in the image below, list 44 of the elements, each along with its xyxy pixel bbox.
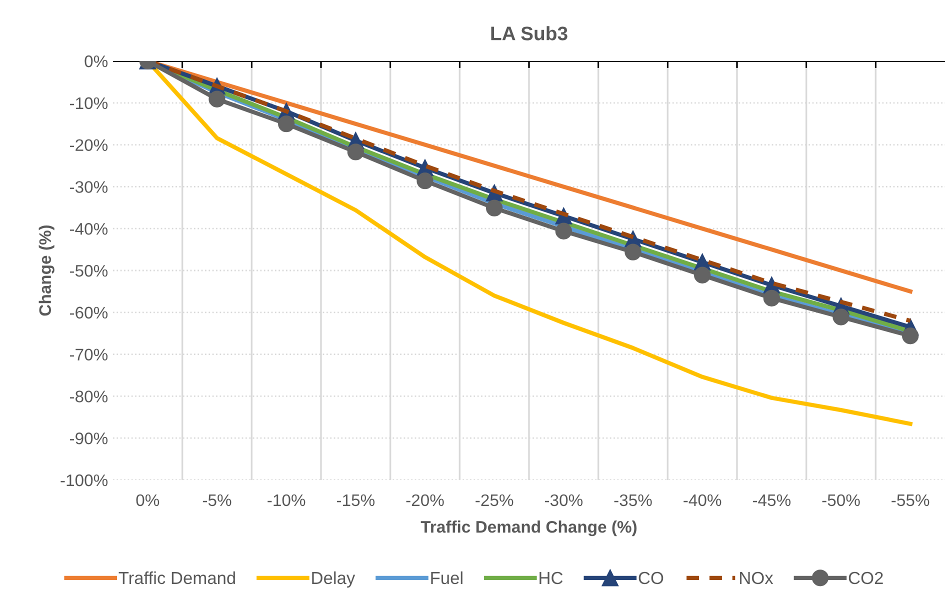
x-tick-label: -5% [202, 494, 232, 506]
legend-label: Fuel [431, 571, 462, 584]
point [486, 200, 503, 216]
x-tick-label: -40% [684, 494, 722, 506]
y-tick-label: -10% [70, 97, 108, 110]
point [763, 290, 780, 306]
y-tick-label: 0% [84, 55, 108, 68]
legend-label: NOx [740, 572, 774, 584]
legend-label: Traffic Demand [118, 571, 235, 584]
y-tick-label: -90% [70, 432, 108, 444]
x-tick-label: 0% [136, 494, 160, 506]
legend-label: Delay [312, 571, 356, 588]
legend-label: CO2 [848, 572, 883, 584]
point [694, 266, 711, 284]
point [278, 116, 295, 132]
y-axis-title: Change (%) [38, 225, 54, 316]
point [416, 172, 434, 190]
point [832, 308, 850, 326]
x-tick-label: -35% [614, 494, 652, 506]
y-tick-label: -100% [60, 474, 108, 486]
point [347, 144, 364, 160]
x-tick-label: -15% [336, 494, 375, 506]
x-tick-label: -10% [268, 494, 306, 506]
x-tick-label: -50% [822, 494, 860, 506]
y-tick-label: -60% [70, 306, 108, 319]
x-axis-title: Traffic Demand Change (%) [420, 520, 637, 536]
chart-title: LA Sub3 [491, 26, 568, 40]
x-tick-label: -20% [406, 494, 444, 506]
y-tick-label: -50% [70, 264, 108, 277]
legend-label: CO [638, 572, 664, 584]
point [555, 222, 572, 240]
y-tick-label: -20% [70, 139, 108, 152]
x-tick-label: -30% [544, 494, 583, 506]
x-tick-label: -45% [752, 494, 791, 506]
point [208, 90, 226, 108]
x-tick-label: -55% [892, 494, 930, 506]
point [624, 244, 642, 260]
point [902, 328, 919, 344]
y-tick-label: -80% [70, 390, 108, 402]
x-tick-label: -25% [476, 494, 514, 506]
y-tick-label: -40% [70, 223, 108, 235]
y-tick-label: -30% [70, 181, 108, 193]
legend-label: HC [540, 572, 563, 584]
y-tick-label: -70% [70, 348, 108, 361]
